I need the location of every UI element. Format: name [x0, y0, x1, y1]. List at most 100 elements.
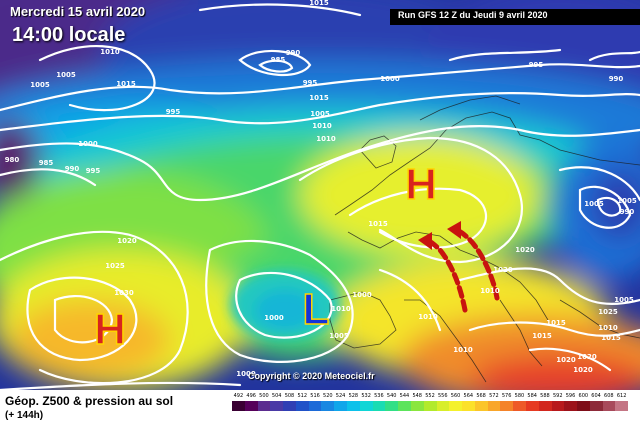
legend-label: 500: [259, 393, 269, 399]
high-pressure-center-europe: H: [404, 160, 437, 209]
legend-swatch: [321, 401, 335, 411]
isobar-label: 1005: [310, 110, 330, 118]
legend-swatch: [449, 401, 463, 411]
isobar-label: 1020: [577, 353, 597, 361]
low-pocket: [230, 270, 340, 340]
legend-label: 584: [527, 393, 537, 399]
legend-swatch: [487, 401, 501, 411]
legend-label: 528: [348, 393, 359, 399]
legend-label: 568: [476, 393, 486, 399]
legend-label: 552: [425, 393, 435, 399]
legend-label: 596: [565, 393, 576, 399]
isobar-label: 1010: [316, 135, 336, 143]
isobar-label: 1005: [617, 197, 637, 205]
legend-label: 544: [399, 393, 410, 399]
legend-label: 520: [323, 393, 333, 399]
legend-swatch: [602, 401, 616, 411]
color-legend: [232, 401, 629, 411]
legend-swatch: [283, 401, 296, 411]
legend-label: 556: [437, 393, 448, 399]
legend-swatch: [577, 401, 590, 411]
isobar-label: 995: [85, 167, 101, 175]
legend-label: 548: [412, 393, 422, 399]
legend-label: 576: [501, 393, 512, 399]
legend-label: 572: [489, 393, 499, 399]
isobar-label: 1030: [114, 289, 134, 297]
isobars: [0, 3, 640, 390]
high-pressure-center-atlantic: H: [93, 305, 126, 354]
isobar-label: 990: [64, 165, 80, 173]
isobar-label: 1020: [573, 366, 593, 374]
isobar-label: 1015: [368, 220, 388, 228]
legend-swatch: [423, 401, 437, 411]
low-pressure-center: L: [302, 285, 330, 334]
arrowhead-east: [447, 221, 461, 239]
legend-label: 592: [552, 393, 563, 399]
legend-label: 540: [386, 393, 397, 399]
coastlines: [329, 95, 640, 383]
legend-label: 492: [233, 393, 244, 399]
legend-label: 580: [514, 393, 525, 399]
isobar-label: 1020: [515, 246, 535, 254]
legend-swatch: [372, 401, 386, 411]
legend-swatch: [589, 401, 603, 411]
isobar-label: 1020: [117, 237, 137, 245]
isobar-label: 1010: [331, 305, 351, 313]
isobar-label: 990: [285, 49, 301, 57]
legend-swatch: [385, 401, 399, 411]
legend-swatch: [615, 401, 629, 411]
color-bands: [0, 0, 640, 390]
map-panel: 1005 1010 985 990 995 1000 1005 1010 101…: [0, 0, 640, 390]
legend-swatch: [257, 401, 271, 411]
isobar-label: 1005: [30, 81, 50, 89]
legend-swatch: [270, 401, 284, 411]
isobar-label: 1005: [329, 332, 349, 340]
isobar-label: 1025: [105, 262, 125, 270]
legend-label: 496: [246, 393, 256, 399]
legend-label: 600: [578, 393, 589, 399]
legend-swatch: [334, 401, 348, 411]
isobar-label: 1015: [546, 319, 566, 327]
run-info-banner: [390, 9, 640, 25]
legend-swatch: [538, 401, 552, 411]
isobar-label: 1000: [264, 314, 284, 322]
isobar-label: 995: [165, 108, 181, 116]
legend-label: 508: [284, 393, 295, 399]
isobar-label: 1015: [309, 0, 329, 7]
isobar-label: 980: [4, 156, 20, 164]
forecast-range: (+ 144h): [5, 410, 44, 421]
isobar-label: 1005: [614, 296, 634, 304]
isobar-label: 985: [38, 159, 54, 167]
legend-label: 612: [616, 393, 627, 399]
legend-swatch: [398, 401, 411, 411]
isobar-label: 1025: [598, 308, 618, 316]
run-info-text: Run GFS 12 Z du Jeudi 9 avril 2020: [398, 10, 548, 20]
legend-labels: 492 496 500 504 508 512 516 520 524 528 532 536 540 5…: [232, 393, 628, 401]
legend-label: 608: [604, 393, 614, 399]
isobar-label: 1000: [78, 140, 98, 148]
legend-label: 524: [335, 393, 346, 399]
isobar-label: 1000: [380, 75, 400, 83]
isobar-label: 1010: [480, 287, 500, 295]
isobar-label: 1015: [532, 332, 552, 340]
isobar-label: 1005: [584, 200, 604, 208]
legend-swatch: [551, 401, 565, 411]
isobar-label: 1010: [453, 346, 473, 354]
map-title: Géop. Z500 & pression au sol: [5, 394, 174, 408]
isobar-label: 1015: [601, 334, 621, 342]
legend-label: 564: [463, 393, 474, 399]
isobar-label: 1010: [100, 48, 120, 56]
isobar-label: 985: [270, 56, 286, 64]
isobar-label: 1005: [56, 71, 76, 79]
legend-swatch: [564, 401, 578, 411]
isobar-label: 1010: [598, 324, 618, 332]
legend-label: 536: [374, 393, 384, 399]
legend-swatch: [308, 401, 322, 411]
isobar-label: 1015: [116, 80, 136, 88]
legend-swatch: [410, 401, 424, 411]
arrowhead-west: [418, 232, 432, 250]
isobar-label: 1020: [556, 356, 576, 364]
forecast-date: Mercredi 15 avril 2020: [10, 4, 146, 19]
legend-label: 516: [310, 393, 320, 399]
